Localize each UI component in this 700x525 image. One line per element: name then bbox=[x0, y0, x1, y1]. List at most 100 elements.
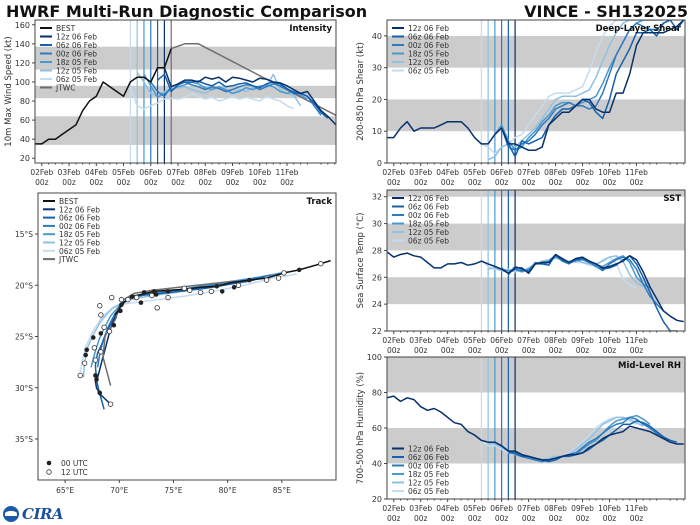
y-tick-label: 160 bbox=[15, 21, 30, 30]
marker-12utc bbox=[149, 292, 155, 299]
x-tick-label: 05Feb bbox=[463, 336, 486, 345]
y-tick-label: 20°S bbox=[15, 281, 33, 290]
series-line-12z-06-feb bbox=[387, 20, 685, 152]
marker-00utc bbox=[141, 290, 147, 295]
legend-label: BEST bbox=[56, 24, 76, 33]
x-tick-label: 00z bbox=[522, 514, 536, 523]
legend-label: 06z 06 Feb bbox=[56, 41, 97, 50]
y-tick-label: 40 bbox=[20, 135, 30, 144]
series-line-00z-06-feb bbox=[501, 416, 671, 463]
y-tick-label: 40 bbox=[372, 32, 382, 41]
y-tick-label: 24 bbox=[372, 300, 382, 309]
marker-00utc bbox=[90, 335, 96, 340]
series-group bbox=[35, 43, 336, 145]
series-line-12z-05-feb bbox=[136, 71, 302, 107]
legend-label: 00z 06 Feb bbox=[408, 462, 449, 471]
marker-12utc bbox=[181, 285, 187, 292]
x-tick-label: 09Feb bbox=[571, 168, 594, 177]
track-line-06z-05-feb bbox=[79, 273, 298, 373]
series-group bbox=[387, 20, 685, 161]
legend-label: 12z 06 Feb bbox=[408, 24, 449, 33]
x-tick-label: 06Feb bbox=[490, 336, 513, 345]
x-tick-label: 06Feb bbox=[490, 504, 513, 513]
x-tick-label: 70°E bbox=[110, 486, 128, 495]
x-tick-label: 00z bbox=[414, 346, 428, 355]
marker-12utc bbox=[77, 372, 83, 379]
marker-12utc bbox=[98, 312, 104, 318]
x-tick-label: 00z bbox=[495, 514, 509, 523]
legend-label: 12z 05 Feb bbox=[408, 58, 449, 67]
threshold-band bbox=[387, 428, 685, 464]
x-tick-label: 00z bbox=[495, 178, 509, 187]
marker-12utc bbox=[92, 357, 99, 363]
x-tick-label: 00z bbox=[253, 178, 267, 187]
threshold-band bbox=[387, 357, 685, 393]
threshold-band bbox=[387, 190, 685, 197]
y-tick-label: 20 bbox=[372, 95, 382, 104]
panel-title: Mid-Level RH bbox=[618, 361, 681, 371]
y-axis-label: 10m Max Wind Speed (kt) bbox=[4, 36, 14, 146]
y-tick-label: 30 bbox=[372, 64, 382, 73]
x-tick-label: 04Feb bbox=[436, 168, 459, 177]
marker-00utc bbox=[93, 373, 98, 378]
x-tick-label: 08Feb bbox=[194, 168, 217, 177]
series-group bbox=[387, 251, 684, 331]
marker-00utc bbox=[129, 294, 135, 299]
legend-label: BEST bbox=[59, 197, 79, 206]
x-tick-label: 00z bbox=[441, 514, 455, 523]
legend-label: 12z 06 Feb bbox=[408, 445, 449, 454]
y-tick-label: 25°S bbox=[15, 333, 33, 342]
marker-00utc bbox=[231, 285, 237, 290]
legend-label: 06z 06 Feb bbox=[408, 203, 449, 212]
x-tick-label: 00z bbox=[495, 346, 509, 355]
legend-label: JTWC bbox=[58, 255, 78, 264]
marker-00utc bbox=[84, 347, 90, 353]
x-tick-label: 75°E bbox=[164, 486, 182, 495]
series-line-12z-06-feb bbox=[387, 251, 684, 323]
marker-12utc bbox=[154, 305, 160, 311]
x-tick-label: 85°E bbox=[273, 486, 291, 495]
x-tick-label: 02Feb bbox=[382, 336, 405, 345]
marker-00utc bbox=[97, 390, 103, 396]
shear-chart: 01020304002Feb00z03Feb00z04Feb00z05Feb00… bbox=[356, 19, 686, 187]
marker-12utc bbox=[125, 296, 131, 303]
x-tick-label: 00z bbox=[603, 346, 617, 355]
series-line-12z-05-feb bbox=[487, 20, 650, 161]
y-tick-label: 80 bbox=[372, 389, 382, 398]
marker-12utc bbox=[263, 277, 270, 283]
x-tick-label: 00z bbox=[468, 514, 482, 523]
x-tick-label: 00z bbox=[171, 178, 185, 187]
x-tick-label: 07Feb bbox=[167, 168, 190, 177]
legend-label: 00z 06 Feb bbox=[408, 211, 449, 220]
plot-frame bbox=[34, 19, 337, 164]
x-tick-label: 00z bbox=[630, 346, 644, 355]
x-tick-label: 00z bbox=[603, 514, 617, 523]
x-tick-label: 02Feb bbox=[382, 504, 405, 513]
threshold-band bbox=[35, 46, 336, 70]
x-tick-label: 09Feb bbox=[571, 336, 594, 345]
marker-12utc bbox=[107, 401, 114, 407]
x-tick-label: 00z bbox=[387, 178, 401, 187]
x-tick-label: 00z bbox=[549, 178, 563, 187]
x-tick-label: 03Feb bbox=[409, 336, 432, 345]
x-tick-label: 03Feb bbox=[409, 168, 432, 177]
marker-12utc bbox=[98, 349, 104, 355]
y-tick-label: 15°S bbox=[15, 230, 33, 239]
marker-00utc bbox=[247, 277, 252, 283]
marker-00utc bbox=[83, 352, 88, 358]
marker-12utc bbox=[165, 294, 171, 301]
y-axis-label: 200-850 hPa Shear (kt) bbox=[356, 42, 366, 141]
x-tick-label: 00z bbox=[414, 178, 428, 187]
marker-00utc bbox=[111, 322, 117, 328]
x-tick-label: 08Feb bbox=[544, 336, 567, 345]
marker-12utc bbox=[118, 296, 125, 303]
x-tick-label: 00z bbox=[441, 178, 455, 187]
y-tick-label: 10 bbox=[372, 127, 382, 136]
x-tick-label: 04Feb bbox=[436, 336, 459, 345]
y-tick-label: 40 bbox=[372, 460, 382, 469]
x-tick-label: 04Feb bbox=[85, 168, 108, 177]
